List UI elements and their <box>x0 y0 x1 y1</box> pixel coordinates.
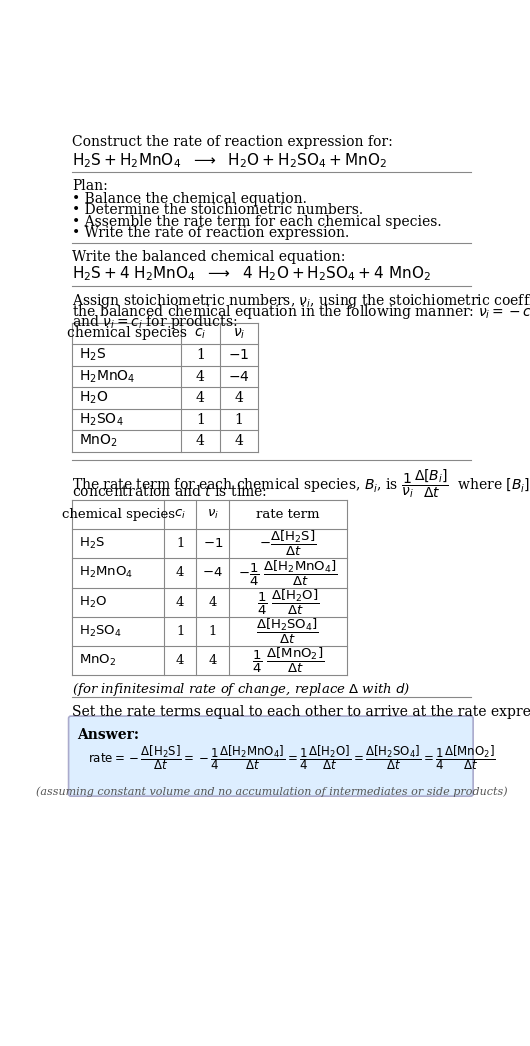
Text: $\mathrm{H_2MnO_4}$: $\mathrm{H_2MnO_4}$ <box>78 565 132 581</box>
Text: $\nu_i$: $\nu_i$ <box>233 326 245 341</box>
Text: (assuming constant volume and no accumulation of intermediates or side products): (assuming constant volume and no accumul… <box>36 787 507 797</box>
Text: $\nu_i$: $\nu_i$ <box>207 507 219 521</box>
Text: rate term: rate term <box>256 508 320 521</box>
Text: $\mathrm{H_2O}$: $\mathrm{H_2O}$ <box>78 594 107 610</box>
Text: 1: 1 <box>235 413 243 427</box>
Text: $-4$: $-4$ <box>228 369 250 384</box>
Text: $\mathrm{H_2S}$: $\mathrm{H_2S}$ <box>78 347 106 363</box>
Text: $\mathrm{H_2SO_4}$: $\mathrm{H_2SO_4}$ <box>78 623 121 639</box>
Text: $\mathrm{H_2O}$: $\mathrm{H_2O}$ <box>78 390 108 406</box>
Text: $\mathrm{H_2S}$: $\mathrm{H_2S}$ <box>78 537 104 551</box>
Text: (for infinitesimal rate of change, replace $\Delta$ with $d$): (for infinitesimal rate of change, repla… <box>73 681 411 699</box>
Text: • Balance the chemical equation.: • Balance the chemical equation. <box>73 191 307 206</box>
Text: $\mathrm{H_2SO_4}$: $\mathrm{H_2SO_4}$ <box>78 411 123 428</box>
Text: 4: 4 <box>235 434 243 449</box>
FancyBboxPatch shape <box>68 717 473 796</box>
Text: The rate term for each chemical species, $B_i$, is $\dfrac{1}{\nu_i}\dfrac{\Delt: The rate term for each chemical species,… <box>73 468 530 500</box>
Text: $-1$: $-1$ <box>202 538 223 550</box>
Text: 1: 1 <box>176 624 184 638</box>
Text: 4: 4 <box>196 369 205 384</box>
Text: 1: 1 <box>196 413 205 427</box>
Text: chemical species: chemical species <box>61 508 175 521</box>
Text: 4: 4 <box>208 595 217 609</box>
Text: $\mathrm{H_2S + 4\ H_2MnO_4\ \ \longrightarrow\ \ 4\ H_2O + H_2SO_4 + 4\ MnO_2}$: $\mathrm{H_2S + 4\ H_2MnO_4\ \ \longrigh… <box>73 265 431 282</box>
Text: Answer:: Answer: <box>77 728 139 742</box>
Text: Construct the rate of reaction expression for:: Construct the rate of reaction expressio… <box>73 135 393 149</box>
Text: $\mathrm{rate} = -\dfrac{\Delta[\mathrm{H_2S}]}{\Delta t} = -\dfrac{1}{4}\dfrac{: $\mathrm{rate} = -\dfrac{\Delta[\mathrm{… <box>88 743 496 772</box>
Text: the balanced chemical equation in the following manner: $\nu_i = -c_i$ for react: the balanced chemical equation in the fo… <box>73 302 530 321</box>
Text: • Determine the stoichiometric numbers.: • Determine the stoichiometric numbers. <box>73 203 364 218</box>
Text: $c_i$: $c_i$ <box>174 507 186 521</box>
Text: 1: 1 <box>208 624 217 638</box>
Text: $-\dfrac{1}{4}\ \dfrac{\Delta[\mathrm{H_2MnO_4}]}{\Delta t}$: $-\dfrac{1}{4}\ \dfrac{\Delta[\mathrm{H_… <box>238 559 338 588</box>
Text: 4: 4 <box>196 434 205 449</box>
Text: 1: 1 <box>176 538 184 550</box>
Text: and $\nu_i = c_i$ for products:: and $\nu_i = c_i$ for products: <box>73 314 238 332</box>
Text: Plan:: Plan: <box>73 180 108 194</box>
Text: $\dfrac{\Delta[\mathrm{H_2SO_4}]}{\Delta t}$: $\dfrac{\Delta[\mathrm{H_2SO_4}]}{\Delta… <box>257 617 320 646</box>
Text: $c_i$: $c_i$ <box>194 326 207 341</box>
Text: $\mathrm{H_2MnO_4}$: $\mathrm{H_2MnO_4}$ <box>78 368 135 385</box>
Text: $\mathrm{H_2S + H_2MnO_4\ \ \longrightarrow\ \ H_2O + H_2SO_4 + MnO_2}$: $\mathrm{H_2S + H_2MnO_4\ \ \longrightar… <box>73 152 387 170</box>
Text: Assign stoichiometric numbers, $\nu_i$, using the stoichiometric coefficients, $: Assign stoichiometric numbers, $\nu_i$, … <box>73 292 530 310</box>
Text: Write the balanced chemical equation:: Write the balanced chemical equation: <box>73 250 346 265</box>
Text: $-1$: $-1$ <box>228 348 250 362</box>
Text: 4: 4 <box>235 391 243 405</box>
Text: • Assemble the rate term for each chemical species.: • Assemble the rate term for each chemic… <box>73 214 442 229</box>
Text: Set the rate terms equal to each other to arrive at the rate expression:: Set the rate terms equal to each other t… <box>73 705 530 719</box>
Text: concentration and $t$ is time:: concentration and $t$ is time: <box>73 484 268 499</box>
Text: 4: 4 <box>176 595 184 609</box>
Text: 1: 1 <box>196 348 205 362</box>
Text: $-\dfrac{\Delta[\mathrm{H_2S}]}{\Delta t}$: $-\dfrac{\Delta[\mathrm{H_2S}]}{\Delta t… <box>259 529 316 559</box>
Text: • Write the rate of reaction expression.: • Write the rate of reaction expression. <box>73 226 350 241</box>
Text: 4: 4 <box>176 566 184 579</box>
Text: $\dfrac{1}{4}\ \dfrac{\Delta[\mathrm{H_2O}]}{\Delta t}$: $\dfrac{1}{4}\ \dfrac{\Delta[\mathrm{H_2… <box>257 588 319 617</box>
Text: 4: 4 <box>208 654 217 667</box>
Text: $\mathrm{MnO_2}$: $\mathrm{MnO_2}$ <box>78 653 116 668</box>
Text: $\mathrm{MnO_2}$: $\mathrm{MnO_2}$ <box>78 433 118 450</box>
Text: 4: 4 <box>176 654 184 667</box>
Text: 4: 4 <box>196 391 205 405</box>
Text: $-4$: $-4$ <box>202 566 223 579</box>
Text: chemical species: chemical species <box>67 326 187 340</box>
Text: $\dfrac{1}{4}\ \dfrac{\Delta[\mathrm{MnO_2}]}{\Delta t}$: $\dfrac{1}{4}\ \dfrac{\Delta[\mathrm{MnO… <box>252 646 324 676</box>
